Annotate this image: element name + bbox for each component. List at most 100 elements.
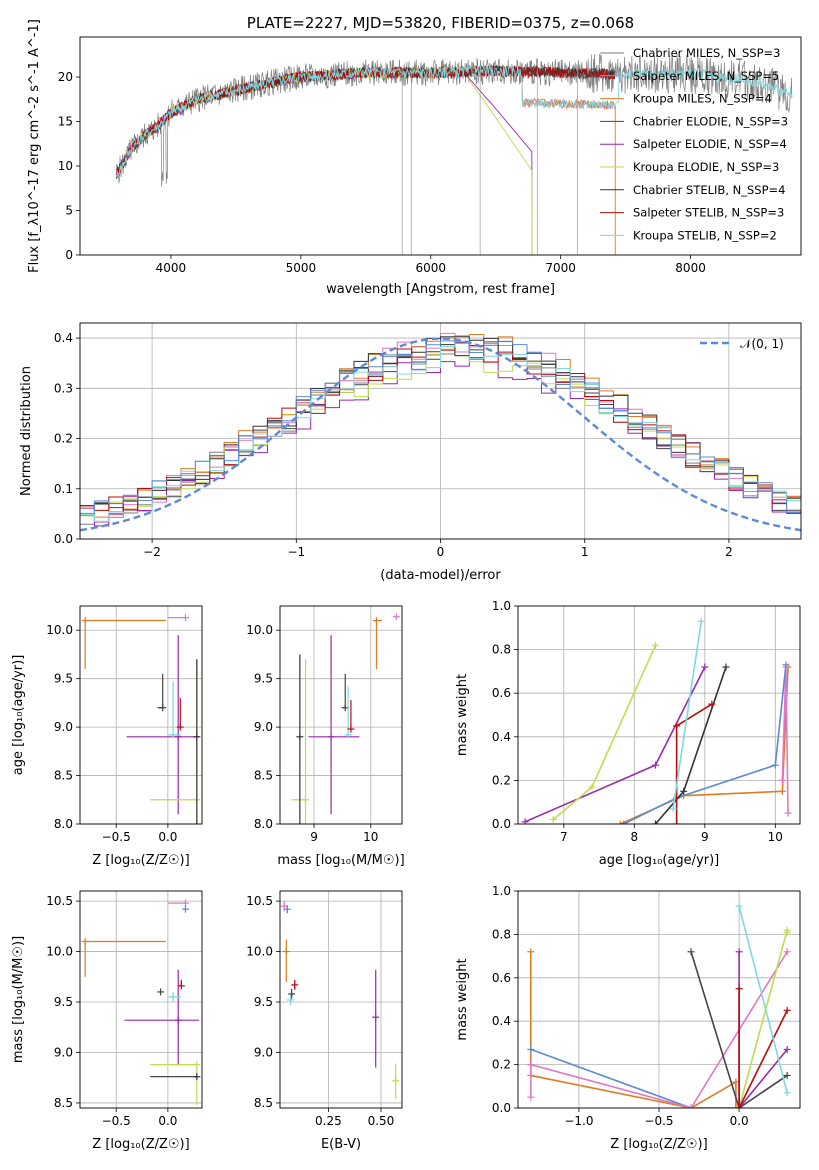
panel-mass-vs-Z: −0.5 0.0 8.5 9.0 9.5 10.0 10.5 Z [log₁₀(Z/Z☉)] m… bbox=[11, 890, 203, 1152]
axes-frame bbox=[79, 890, 203, 1109]
y-tick-label: 0 bbox=[65, 248, 73, 262]
x-axis-label: wavelength [Angstrom, rest frame] bbox=[326, 282, 555, 297]
y-tick-label: 0.0 bbox=[492, 1101, 511, 1115]
plot-area bbox=[280, 901, 400, 1099]
series-line bbox=[530, 1048, 740, 1108]
x-axis-label: mass [log₁₀(M/M☉)] bbox=[277, 853, 404, 868]
panel-age-vs-Z: −0.5 0.0 8.0 8.5 9.0 9.5 10.0 Z [log₁₀(Z/Z☉)] ag… bbox=[11, 605, 203, 868]
series-line bbox=[619, 667, 789, 824]
plot-area bbox=[115, 53, 793, 255]
y-tick-label: 0.6 bbox=[492, 971, 511, 985]
panel-age-vs-mass: 9 10 8.0 8.5 9.0 9.5 10.0 mass [log₁₀(M/M☉)] bbox=[246, 605, 405, 868]
y-tick-label: 9.5 bbox=[254, 672, 273, 686]
axes-frame bbox=[279, 890, 403, 1109]
panel-mass-vs-EBV: 0.25 0.50 8.5 9.0 9.5 10.0 10.5 E(B-V) bbox=[246, 890, 403, 1152]
panel-weight-vs-age: 7 8 9 10 0.0 0.2 0.4 0.6 0.8 1.0 age [log₁₀(age/yr… bbox=[455, 599, 801, 868]
y-axis-label: mass [log₁₀(M/M☉)] bbox=[11, 936, 26, 1063]
y-tick-label: 10.0 bbox=[246, 623, 273, 637]
x-axis-label: E(B-V) bbox=[321, 1137, 361, 1152]
y-tick-label: 10.0 bbox=[246, 945, 273, 959]
x-tick-label: −2 bbox=[143, 545, 161, 559]
y-tick-label: 9.5 bbox=[254, 995, 273, 1009]
y-tick-label: 9.0 bbox=[254, 1045, 273, 1059]
x-tick-label: −1.0 bbox=[564, 1114, 593, 1128]
plot-area bbox=[291, 613, 400, 824]
legend-label: Chabrier MILES, N_SSP=3 bbox=[633, 46, 780, 60]
legend-label: Kroupa STELIB, N_SSP=2 bbox=[633, 228, 777, 242]
y-tick-label: 0.4 bbox=[54, 331, 73, 345]
y-tick-label: 9.5 bbox=[54, 995, 73, 1009]
series-line bbox=[738, 905, 788, 1094]
series-line bbox=[690, 951, 788, 1108]
y-tick-label: 0.4 bbox=[492, 1014, 511, 1028]
y-tick-label: 9.0 bbox=[54, 1045, 73, 1059]
legend-label: Chabrier ELODIE, N_SSP=3 bbox=[633, 114, 788, 128]
legend: 𝒩(0, 1) bbox=[700, 337, 784, 351]
x-tick-label: 0.25 bbox=[315, 1114, 342, 1128]
panel-weight-vs-Z: −1.0 −0.5 0.0 0.0 0.2 0.4 0.6 0.8 1.0 Z [log₁₀(Z/… bbox=[455, 884, 801, 1152]
x-tick-label: 0.0 bbox=[158, 1114, 177, 1128]
y-tick-label: 0.0 bbox=[492, 817, 511, 831]
series-line bbox=[738, 951, 788, 1108]
y-tick-label: 10.5 bbox=[46, 894, 73, 908]
y-tick-label: 8.5 bbox=[254, 769, 273, 783]
x-axis-label: Z [log₁₀(Z/Z☉)] bbox=[610, 1137, 707, 1152]
x-tick-label: 0.0 bbox=[730, 1114, 749, 1128]
y-tick-label: 0.2 bbox=[54, 432, 73, 446]
y-tick-label: 8.5 bbox=[54, 1096, 73, 1110]
plot-area bbox=[521, 617, 792, 824]
x-tick-label: 0.50 bbox=[368, 1114, 395, 1128]
y-tick-label: 9.0 bbox=[254, 720, 273, 734]
x-tick-label: −0.5 bbox=[644, 1114, 673, 1128]
series-model bbox=[115, 65, 533, 255]
plot-area bbox=[81, 899, 201, 1105]
y-tick-label: 10.0 bbox=[46, 945, 73, 959]
y-tick-label: 0.1 bbox=[54, 482, 73, 496]
series-line bbox=[552, 644, 657, 821]
y-tick-label: 20 bbox=[58, 70, 73, 84]
legend-label: 𝒩(0, 1) bbox=[740, 337, 784, 351]
panel-spectrum: 4000 5000 6000 7000 8000 0 5 10 15 20 PLATE=2227, … bbox=[27, 14, 802, 297]
y-tick-label: 10.5 bbox=[246, 894, 273, 908]
y-tick-label: 0.0 bbox=[54, 532, 73, 546]
x-tick-label: −0.5 bbox=[102, 830, 131, 844]
axes-frame bbox=[79, 36, 802, 256]
x-axis-label: Z [log₁₀(Z/Z☉)] bbox=[92, 853, 189, 868]
y-axis-label: Flux [f_λ10^-17 erg cm^-2 s^-1 A^-1] bbox=[27, 19, 42, 273]
x-tick-label: 10 bbox=[768, 830, 783, 844]
y-axis-label: Normed distribution bbox=[19, 366, 34, 496]
y-tick-label: 5 bbox=[65, 204, 73, 218]
series-line bbox=[672, 621, 703, 809]
x-tick-label: 9 bbox=[310, 830, 318, 844]
y-tick-label: 8.5 bbox=[54, 769, 73, 783]
x-tick-label: 2 bbox=[725, 545, 733, 559]
y-tick-label: 1.0 bbox=[492, 884, 511, 898]
y-tick-label: 0.3 bbox=[54, 381, 73, 395]
legend: Chabrier MILES, N_SSP=3 Salpeter MILES, N… bbox=[600, 46, 788, 242]
y-tick-label: 15 bbox=[58, 115, 73, 129]
x-tick-label: 0 bbox=[437, 545, 445, 559]
x-tick-label: 7 bbox=[560, 830, 568, 844]
x-axis-label: Z [log₁₀(Z/Z☉)] bbox=[92, 1137, 189, 1152]
axes-frame bbox=[517, 890, 801, 1109]
y-axis-label: mass weight bbox=[455, 674, 470, 756]
x-tick-label: −1 bbox=[287, 545, 305, 559]
y-tick-label: 8.5 bbox=[254, 1096, 273, 1110]
y-tick-label: 0.8 bbox=[492, 927, 511, 941]
x-tick-label: 8 bbox=[631, 830, 639, 844]
x-axis-label: (data-model)/error bbox=[380, 568, 501, 583]
normal-curve bbox=[80, 337, 801, 532]
y-tick-label: 8.0 bbox=[54, 817, 73, 831]
y-tick-label: 10 bbox=[58, 159, 73, 173]
x-tick-label: −0.5 bbox=[102, 1114, 131, 1128]
y-tick-label: 9.5 bbox=[54, 672, 73, 686]
series-line bbox=[623, 664, 787, 824]
legend-label: Kroupa ELODIE, N_SSP=3 bbox=[633, 160, 779, 174]
x-tick-label: 7000 bbox=[545, 261, 576, 275]
y-tick-label: 0.2 bbox=[492, 773, 511, 787]
axes-frame bbox=[517, 605, 801, 825]
legend-label: Chabrier STELIB, N_SSP=4 bbox=[633, 183, 785, 197]
x-axis-label: age [log₁₀(age/yr)] bbox=[599, 853, 720, 868]
legend-label: Salpeter STELIB, N_SSP=3 bbox=[633, 206, 784, 220]
